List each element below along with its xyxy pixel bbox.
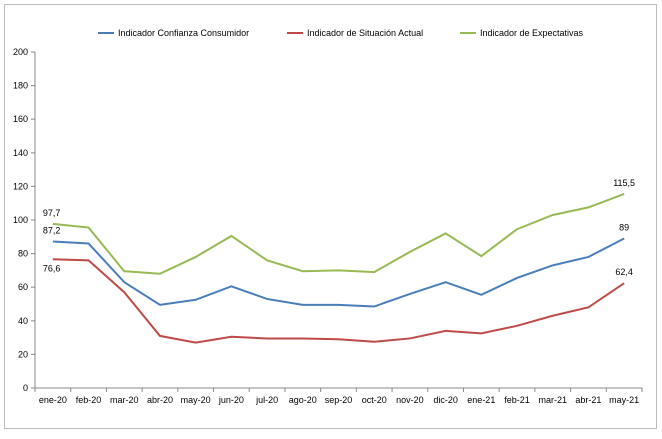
y-tick-label: 80 xyxy=(18,249,28,259)
x-tick-label: nov-20 xyxy=(396,395,424,405)
y-tick-label: 200 xyxy=(13,47,28,57)
y-tick-label: 40 xyxy=(18,316,28,326)
x-tick-label: ago-20 xyxy=(289,395,317,405)
data-label: 87,2 xyxy=(43,226,61,236)
x-tick-label: jun-20 xyxy=(218,395,244,405)
x-tick-label: ene-20 xyxy=(39,395,67,405)
x-tick-label: feb-21 xyxy=(504,395,530,405)
x-tick-label: dic-20 xyxy=(433,395,458,405)
legend-label: Indicador de Expectativas xyxy=(480,28,584,38)
y-tick-label: 180 xyxy=(13,81,28,91)
x-tick-label: may-21 xyxy=(609,395,639,405)
legend-label: Indicador de Situación Actual xyxy=(307,28,423,38)
y-tick-label: 20 xyxy=(18,349,28,359)
x-tick-label: abr-20 xyxy=(147,395,173,405)
x-tick-label: abr-21 xyxy=(575,395,601,405)
x-tick-label: jul-20 xyxy=(255,395,278,405)
x-tick-label: feb-20 xyxy=(76,395,102,405)
legend-label: Indicador Confianza Consumidor xyxy=(118,28,249,38)
y-tick-label: 160 xyxy=(13,114,28,124)
x-tick-label: mar-20 xyxy=(110,395,139,405)
data-label: 76,6 xyxy=(43,263,61,273)
y-tick-label: 100 xyxy=(13,215,28,225)
data-label: 62,4 xyxy=(615,267,633,277)
x-tick-label: ene-21 xyxy=(467,395,495,405)
y-tick-label: 60 xyxy=(18,282,28,292)
x-tick-label: oct-20 xyxy=(362,395,387,405)
y-tick-label: 140 xyxy=(13,148,28,158)
x-tick-label: sep-20 xyxy=(325,395,353,405)
data-label: 97,7 xyxy=(43,208,61,218)
y-tick-label: 0 xyxy=(23,383,28,393)
x-tick-label: may-20 xyxy=(181,395,211,405)
y-tick-label: 120 xyxy=(13,181,28,191)
data-label: 115,5 xyxy=(613,178,635,188)
chart-border xyxy=(5,5,657,429)
data-label: 89 xyxy=(619,222,629,232)
x-tick-label: mar-21 xyxy=(538,395,567,405)
